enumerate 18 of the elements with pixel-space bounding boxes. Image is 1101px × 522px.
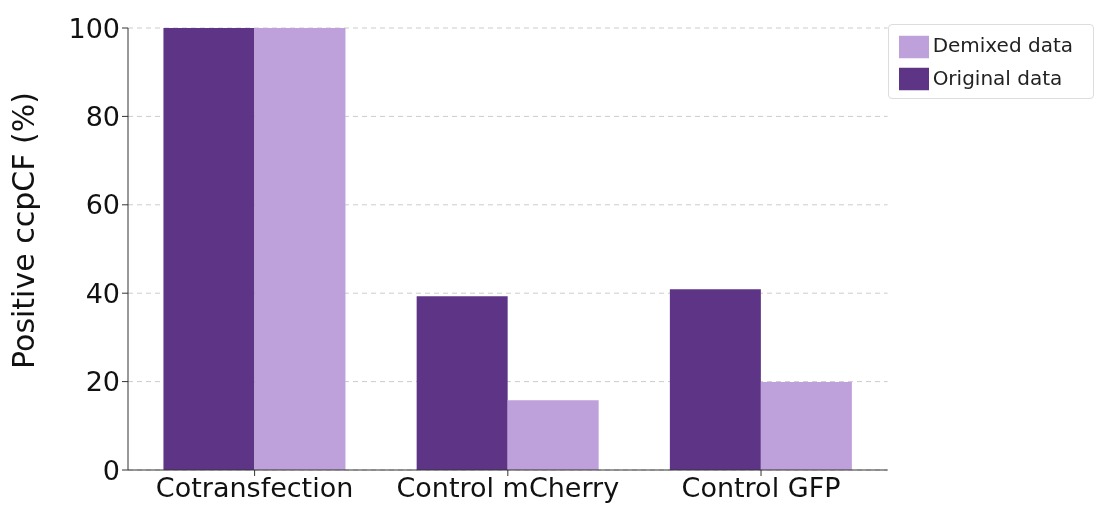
y-tick-label: 20 [85, 366, 120, 398]
y-tick-label: 40 [85, 277, 120, 309]
y-tick-label: 60 [85, 189, 120, 221]
x-tick-label: Control GFP [681, 472, 841, 504]
bar [416, 296, 508, 470]
y-tick-label: 0 [102, 454, 120, 486]
bar [669, 289, 761, 470]
x-tick-label: Cotransfection [155, 472, 354, 504]
bar [507, 400, 599, 470]
y-tick-label: 100 [68, 12, 120, 44]
bar [254, 28, 346, 470]
legend-label: Original data [932, 65, 1063, 90]
y-axis-title: Positive ccpCF (%) [5, 92, 41, 369]
bar [163, 28, 255, 470]
legend-label: Demixed data [932, 33, 1073, 57]
y-tick-label: 80 [85, 100, 120, 132]
x-tick-label: Control mCherry [396, 472, 620, 504]
bar [760, 382, 852, 470]
